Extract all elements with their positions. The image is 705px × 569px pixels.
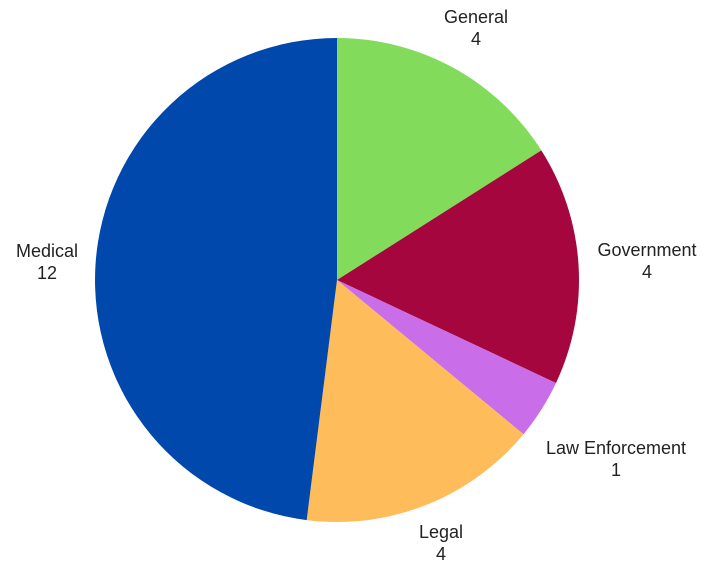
- pie-slice-government: [337, 150, 580, 384]
- pie-slice-law-enforcement: [337, 280, 556, 435]
- slice-value-government: 4: [642, 262, 652, 282]
- slice-label-legal: Legal: [419, 522, 463, 542]
- pie-slice-medical: [95, 38, 337, 521]
- slice-label-general: General: [444, 7, 508, 27]
- slice-value-medical: 12: [37, 263, 57, 283]
- slice-value-general: 4: [471, 29, 481, 49]
- pie-slice-legal: [306, 280, 524, 522]
- slice-label-government: Government: [597, 240, 696, 260]
- slice-label-law-enforcement: Law Enforcement: [546, 438, 686, 458]
- slice-value-legal: 4: [436, 544, 446, 564]
- slice-value-law-enforcement: 1: [611, 460, 621, 480]
- slice-label-medical: Medical: [16, 241, 78, 261]
- pie-slice-general: [337, 38, 542, 280]
